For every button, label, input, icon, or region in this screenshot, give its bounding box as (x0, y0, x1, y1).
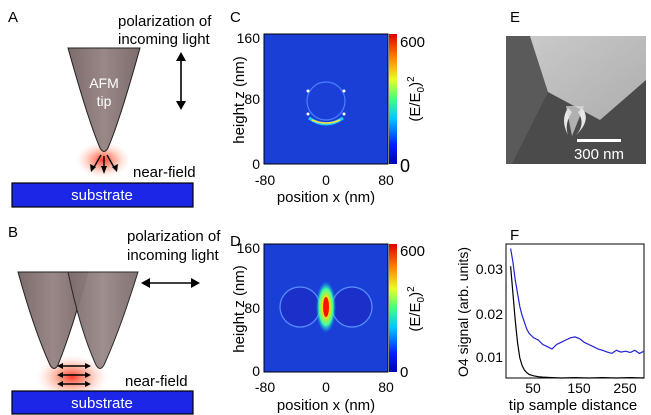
sem-scale-bar (577, 139, 621, 142)
panel-c-ytick-80: 80 (244, 91, 260, 107)
panel-f: F 0.03 0.02 0.01 50 150 250 tip sample d… (455, 227, 645, 414)
panel-a: A polarization of incoming light AFM tip… (8, 9, 212, 208)
panel-f-ytick-0.03: 0.03 (476, 261, 503, 277)
panel-c-xtick-0: 0 (322, 172, 330, 188)
panel-c-xtick-neg80: -80 (255, 172, 275, 188)
panel-a-near-field-label: near-field (133, 164, 196, 181)
panel-a-polarization-line2: incoming light (118, 31, 211, 48)
panel-b-polarization-line1: polarization of (127, 228, 221, 245)
panel-c-cbar-tick-0: 0 (400, 156, 410, 176)
panel-f-xtick-50: 50 (525, 380, 541, 396)
panel-c-ylabel: height z (nm) (231, 56, 248, 144)
panel-c-colorbar (389, 34, 397, 164)
gap-field-arrows-icon (57, 363, 91, 387)
panel-d-ylabel: height z (nm) (231, 265, 248, 353)
panel-f-xtick-250: 250 (613, 380, 637, 396)
panel-c-xtick-80: 80 (378, 172, 394, 188)
panel-a-polarization-line1: polarization of (118, 13, 212, 30)
panel-d-cbar-label: (E/E0)2 (406, 286, 427, 332)
panel-b-substrate (11, 390, 194, 415)
panel-c-ytick-0: 0 (252, 156, 260, 172)
panel-d-cbar-tick-0: 0 (400, 364, 408, 381)
panel-f-xlabel: tip sample distance (509, 397, 637, 414)
afm-tip-label-line1: AFM (89, 75, 119, 91)
panel-f-ylabel: O4 signal (arb. units) (455, 247, 471, 377)
panel-d-letter: D (230, 233, 241, 250)
panel-f-series-group (510, 248, 645, 379)
panel-b-near-field-label: near-field (125, 373, 188, 390)
panel-d-ytick-160: 160 (237, 240, 261, 256)
panel-d-ytick-0: 0 (252, 363, 260, 379)
panel-d-xlabel: position x (nm) (277, 397, 375, 414)
panel-d-sphere-pair (279, 281, 373, 333)
horizontal-polarization-arrow-icon (141, 278, 200, 288)
panel-d-xtick-80: 80 (378, 379, 394, 395)
panel-c-cbar-label: (E/E0)2 (406, 76, 427, 122)
panel-f-ytick-0.02: 0.02 (476, 306, 503, 322)
sem-scale-label: 300 nm (574, 146, 624, 163)
afm-tip-left (17, 271, 89, 369)
panel-d-colorbar (389, 244, 397, 372)
panel-c-field-map (263, 33, 389, 165)
panel-b-letter: B (8, 224, 18, 241)
panel-c-letter: C (230, 9, 241, 26)
panel-c-ytick-160: 160 (237, 30, 261, 46)
panel-d-xtick-neg80: -80 (255, 379, 275, 395)
panel-b: B polarization of incoming light near-fi… (8, 224, 221, 415)
panel-f-plot-frame (505, 243, 645, 379)
panel-a-substrate-label: substrate (71, 187, 133, 204)
panel-d-xtick-0: 0 (322, 379, 330, 395)
panel-d: D 160 80 0 -80 0 80 position x (nm) heig… (230, 233, 427, 414)
panel-f-ytick-0.01: 0.01 (476, 349, 503, 365)
vertical-polarization-arrow-icon (176, 52, 186, 110)
panel-f-letter: F (510, 227, 519, 244)
panel-e: E 300 nm (506, 9, 646, 164)
panel-c-cbar-tick-600: 600 (400, 34, 425, 51)
panel-b-polarization-line2: incoming light (127, 247, 220, 264)
panel-f-series-0-line (510, 248, 645, 355)
panel-a-substrate (11, 182, 194, 208)
afm-tip-right (67, 271, 139, 369)
panel-e-letter: E (510, 9, 520, 26)
afm-tip (67, 47, 141, 152)
sem-image (506, 36, 646, 164)
afm-tip-label-line2: tip (97, 93, 112, 109)
panel-c: C 160 80 0 -80 0 80 position x (nm) heig… (230, 9, 427, 206)
panel-d-cbar-tick-600: 600 (400, 243, 425, 260)
panel-f-xtick-150: 150 (567, 380, 591, 396)
panel-c-xlabel: position x (nm) (277, 189, 375, 206)
field-arrows-icon (90, 154, 118, 174)
panel-c-sphere-outline (306, 81, 346, 126)
panel-b-substrate-label: substrate (71, 395, 133, 412)
panel-d-ytick-80: 80 (244, 300, 260, 316)
panel-a-letter: A (8, 9, 18, 26)
panel-f-series-1-line (510, 266, 645, 379)
